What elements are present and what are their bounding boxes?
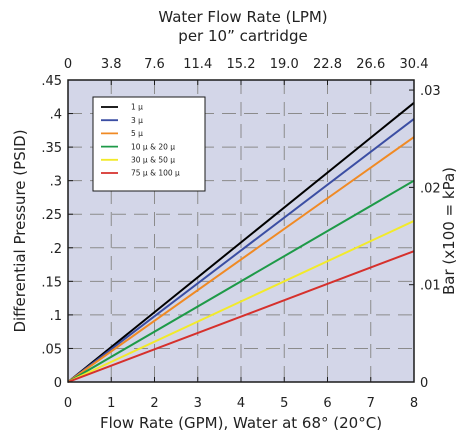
- right-ticks: 0 .01 .02 .03: [409, 84, 441, 391]
- legend: 1 µ 3 µ 5 µ 10 µ & 20 µ 30 µ & 50 µ 75 µ & 10…: [92, 96, 206, 192]
- y-tick-label: .3: [50, 175, 62, 190]
- right-tick-label: .02: [420, 181, 441, 196]
- right-tick-label: .01: [420, 279, 441, 294]
- legend-box: [92, 96, 206, 192]
- legend-label-5: 30 µ & 50 µ: [131, 156, 175, 165]
- top-tick-label: 7.6: [144, 57, 165, 72]
- y-tick-label: .1: [50, 309, 62, 324]
- series-line-5: [67, 220, 415, 383]
- legend-label-1: 1 µ: [131, 103, 143, 112]
- top-ticks: 0 3.8 7.6 11.4 15.2 19.0 22.8 26.6 30.4: [64, 57, 429, 85]
- top-tick-label: 3.8: [101, 57, 122, 72]
- legend-label-2: 3 µ: [131, 116, 143, 125]
- y-tick-label: .45: [41, 74, 62, 89]
- y-tick-label: .25: [41, 208, 62, 223]
- top-tick-label: 19.0: [270, 57, 299, 72]
- series-line-3: [67, 136, 415, 383]
- x-tick-label: 6: [323, 396, 331, 411]
- right-tick-label: .03: [420, 84, 441, 99]
- y-ticks: 0 .05 .1 .15 .2 .25 .3 .35 .4 .45: [41, 74, 73, 391]
- x-tick-label: 5: [280, 396, 288, 411]
- y-tick-label: .2: [50, 242, 62, 257]
- legend-label-3: 5 µ: [131, 129, 143, 138]
- top-tick-label: 15.2: [227, 57, 256, 72]
- x-tick-label: 4: [237, 396, 245, 411]
- legend-label-4: 10 µ & 20 µ: [131, 142, 175, 151]
- series-line-6: [67, 250, 415, 383]
- x-tick-label: 0: [64, 396, 72, 411]
- x-axis-label: Flow Rate (GPM), Water at 68° (20°C): [100, 414, 382, 432]
- top-tick-label: 11.4: [183, 57, 212, 72]
- y-tick-label: .4: [50, 108, 62, 123]
- right-axis-label: Bar (x100 = kPa): [440, 167, 458, 295]
- x-tick-label: 8: [410, 396, 418, 411]
- y-tick-label: 0: [54, 376, 62, 391]
- chart-subtitle: per 10” cartridge: [178, 27, 307, 45]
- series-line-4: [67, 179, 415, 383]
- y-tick-label: .05: [41, 342, 62, 357]
- series-layer: [67, 102, 415, 383]
- y-tick-label: .15: [41, 275, 62, 290]
- y-tick-label: .35: [41, 141, 62, 156]
- legend-label-6: 75 µ & 100 µ: [131, 169, 180, 178]
- series-line-1: [67, 102, 415, 383]
- top-tick-label: 22.8: [313, 57, 342, 72]
- right-tick-label: 0: [420, 376, 428, 391]
- x-tick-label: 1: [107, 396, 115, 411]
- x-tick-label: 2: [150, 396, 158, 411]
- chart-title: Water Flow Rate (LPM): [158, 8, 327, 26]
- x-tick-label: 7: [367, 396, 375, 411]
- top-tick-label: 30.4: [400, 57, 429, 72]
- x-ticks: 0 1 2 3 4 5 6 7 8: [64, 377, 418, 411]
- top-tick-label: 26.6: [356, 57, 385, 72]
- y-axis-label: Differential Pressure (PSID): [11, 129, 29, 332]
- x-tick-label: 3: [194, 396, 202, 411]
- top-tick-label: 0: [64, 57, 72, 72]
- series-line-2: [67, 118, 415, 383]
